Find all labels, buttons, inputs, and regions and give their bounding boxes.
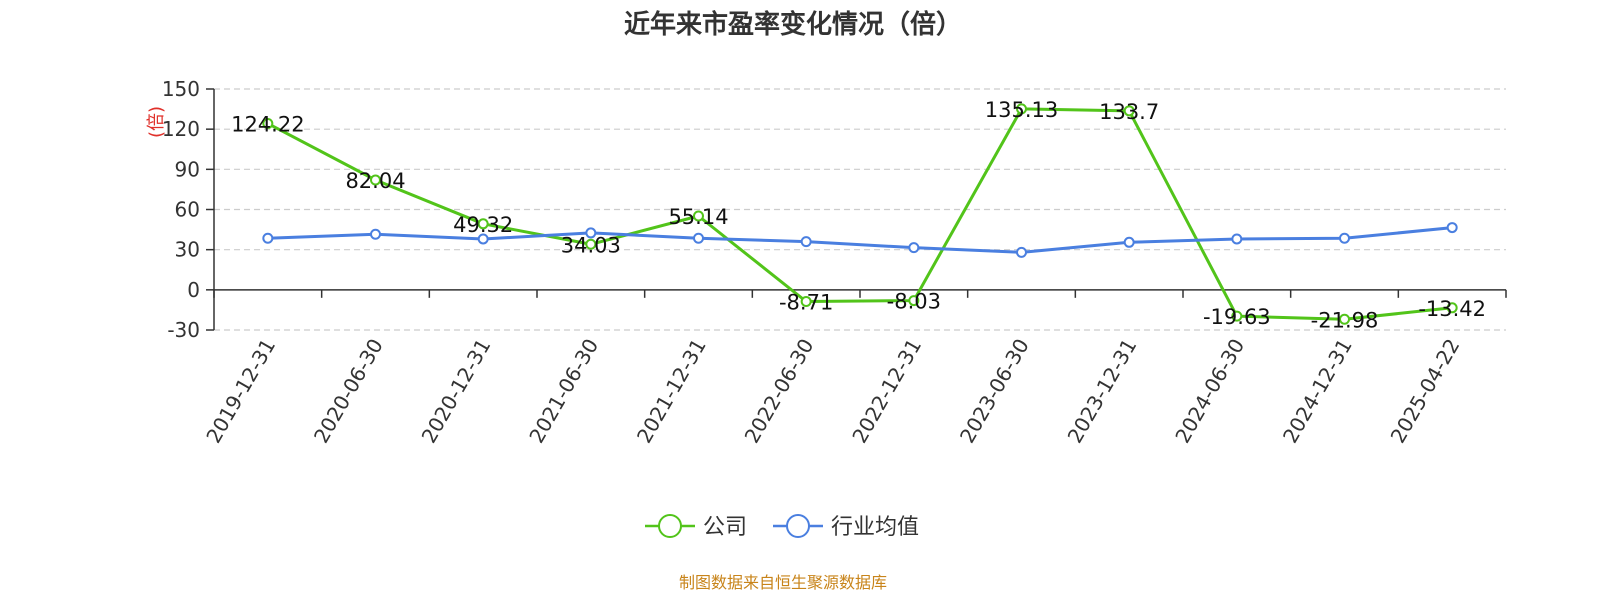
x-tick-label: 2020-12-31 [417,334,496,447]
data-point [1339,232,1350,244]
data-label: 55.14 [668,205,728,229]
legend-label: 行业均值 [831,515,919,540]
y-tick-label: 120 [162,117,200,141]
y-axis-unit-label: (倍) [146,106,167,138]
data-point [800,236,812,248]
x-tick-label: 2020-06-30 [309,335,388,448]
series-line-industry-average [267,226,1453,254]
gridlines [214,88,1506,331]
x-tick-label: 2021-12-31 [632,335,711,448]
x-tick-label: 2024-06-30 [1170,335,1249,448]
data-point [585,238,597,250]
data-label: -19.63 [1203,305,1271,329]
data-label: 135.13 [985,98,1058,122]
data-point [370,174,381,186]
x-tick-label: 2025-04-22 [1386,335,1465,448]
data-point [262,232,274,244]
data-point [908,242,920,254]
series-lines [262,103,1458,325]
data-label: 124.22 [231,113,304,137]
data-point [477,218,489,230]
data-point [1446,302,1458,314]
source-footer: 制图数据来自恒生聚源数据库 [679,573,887,592]
x-tick-label: 2022-06-30 [740,335,819,448]
data-point [1016,103,1027,115]
y-tick-label: 60 [175,198,200,222]
data-labels: 124.22 82.04 49.32 34.03 55.14 -8.71 -8.03 135.… [231,98,1486,332]
x-tick-label: 2019-12-31 [201,335,280,448]
data-point [262,118,274,130]
data-point [477,233,489,245]
legend-label: 公司 [703,515,747,540]
y-tick-label: 30 [175,238,200,262]
data-point [800,295,812,307]
legend-marker [658,514,682,538]
data-point [1123,236,1135,248]
data-point [908,295,920,307]
legend[interactable]: 公司 行业均值 [645,514,919,540]
data-label: 82.04 [345,169,405,193]
chart-title: 近年来市盈率变化情况（倍） [624,9,962,40]
data-label: -21.98 [1311,308,1379,332]
data-point [1016,246,1027,258]
data-point [1446,222,1458,234]
series-line-company [267,107,1453,321]
legend-marker [786,514,810,538]
data-label: -13.42 [1418,297,1486,321]
x-tick-label: 2021-06-30 [524,335,603,448]
data-point [1231,233,1243,245]
data-point [585,227,597,239]
data-point [1123,105,1135,117]
data-point [693,232,704,244]
y-tick-label: 90 [175,157,200,181]
x-tick-label: 2023-12-31 [1063,335,1142,448]
legend-item-industry-average[interactable]: 行业均值 [773,514,919,540]
data-point [370,228,381,240]
x-tick-label: 2023-06-30 [955,335,1034,448]
data-label: 34.03 [561,233,621,257]
data-label: 133.7 [1099,100,1159,124]
axes: -30 0 30 60 90 120 150 2019-12-31 2020-06-30 2020… [146,77,1507,448]
y-tick-label: 150 [162,77,200,101]
data-point [1231,310,1243,322]
legend-item-company[interactable]: 公司 [645,514,747,540]
y-tick-label: 0 [187,278,200,302]
y-tick-label: -30 [167,318,200,342]
x-tick-label: 2024-12-31 [1278,335,1357,448]
data-point [693,210,704,222]
data-label: 49.32 [453,213,513,237]
x-tick-label: 2022-12-31 [847,334,926,447]
data-label: -8.71 [779,290,833,314]
data-point [1339,313,1350,325]
data-label: -8.03 [887,290,941,314]
